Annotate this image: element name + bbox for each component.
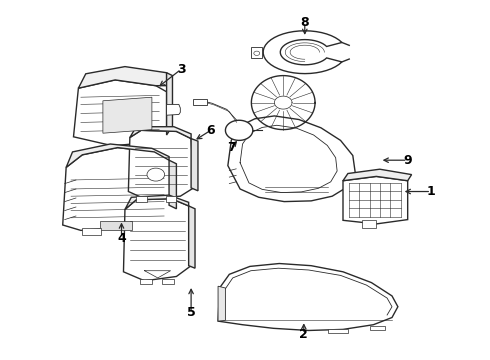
Bar — [140, 279, 152, 284]
Text: 9: 9 — [403, 154, 412, 167]
Polygon shape — [130, 127, 191, 139]
Polygon shape — [123, 199, 191, 281]
Polygon shape — [167, 104, 180, 115]
Polygon shape — [189, 206, 195, 268]
Text: 7: 7 — [227, 141, 236, 154]
Polygon shape — [78, 67, 167, 88]
Polygon shape — [228, 116, 355, 202]
Bar — [370, 326, 385, 330]
Polygon shape — [167, 73, 172, 135]
Bar — [193, 99, 207, 105]
Polygon shape — [125, 195, 189, 210]
Polygon shape — [100, 221, 132, 230]
Text: 3: 3 — [177, 63, 186, 76]
Bar — [328, 329, 348, 333]
Polygon shape — [169, 160, 176, 209]
Polygon shape — [251, 76, 315, 130]
Bar — [82, 228, 101, 235]
Text: 8: 8 — [300, 16, 309, 29]
Bar — [162, 279, 174, 284]
Polygon shape — [191, 139, 198, 191]
Circle shape — [254, 51, 260, 55]
Text: 4: 4 — [117, 232, 126, 245]
Circle shape — [147, 168, 165, 181]
Polygon shape — [218, 264, 398, 330]
Polygon shape — [103, 97, 152, 133]
Polygon shape — [343, 176, 408, 224]
Text: 5: 5 — [187, 306, 196, 319]
Polygon shape — [343, 169, 412, 181]
Polygon shape — [263, 31, 342, 73]
Bar — [362, 220, 376, 228]
Polygon shape — [74, 80, 167, 146]
Polygon shape — [63, 148, 172, 230]
Text: 1: 1 — [427, 185, 436, 198]
Polygon shape — [218, 286, 225, 321]
Bar — [136, 196, 147, 202]
Bar — [166, 196, 176, 202]
Text: 6: 6 — [206, 124, 215, 137]
Bar — [251, 47, 262, 58]
Polygon shape — [66, 144, 169, 167]
Polygon shape — [128, 130, 194, 199]
Polygon shape — [225, 120, 253, 140]
Text: 2: 2 — [299, 328, 308, 341]
